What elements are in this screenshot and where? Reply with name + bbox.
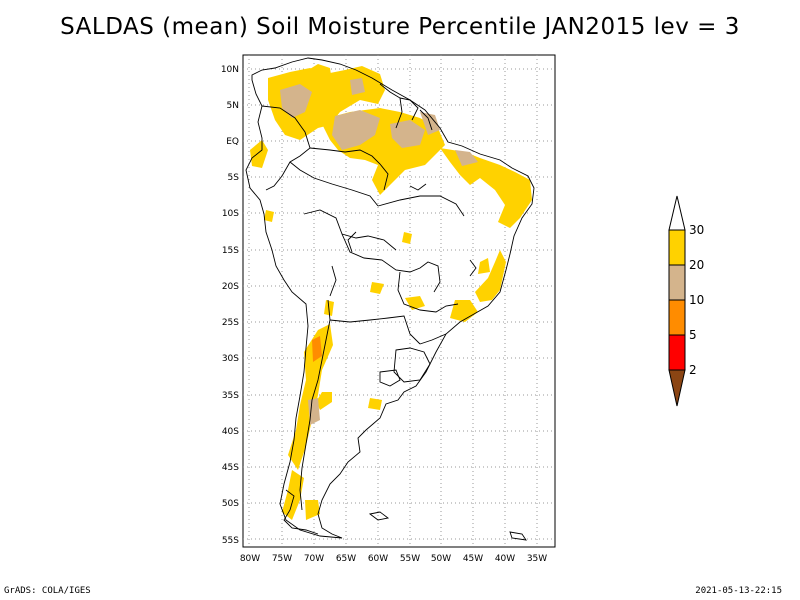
footer-timestamp: 2021-05-13-22:15: [695, 586, 782, 596]
lon-tick-label: 40W: [495, 554, 515, 564]
lat-tick-label: 40S: [222, 427, 239, 437]
lon-tick-label: 80W: [240, 554, 260, 564]
map-frame: [242, 54, 556, 548]
colorbar-label: 20: [689, 258, 704, 272]
lon-tick-label: 75W: [272, 554, 292, 564]
lon-tick-label: 60W: [368, 554, 388, 564]
lat-tick-label: EQ: [226, 137, 239, 147]
coastline-borders: [245, 57, 535, 541]
lat-tick-label: 30S: [222, 354, 239, 364]
colorbar-20-30: [668, 229, 686, 266]
colorbar-5-10: [668, 299, 686, 336]
colorbar-label: 2: [689, 363, 697, 377]
lat-tick-label: 55S: [222, 536, 239, 546]
lat-tick-label: 5S: [228, 173, 240, 183]
lat-tick-labels: 10N 5N EQ 5S 10S 15S 20S 25S 30S 35S 40S…: [221, 65, 239, 546]
lat-tick-label: 5N: [227, 101, 239, 111]
lat-tick-label: 20S: [222, 282, 239, 292]
lon-tick-label: 45W: [463, 554, 483, 564]
footer-credit: GrADS: COLA/IGES: [4, 586, 91, 596]
lat-tick-label: 10S: [222, 209, 239, 219]
lat-tick-label: 15S: [222, 246, 239, 256]
lat-tick-label: 10N: [221, 65, 239, 75]
colorbar-label: 5: [689, 328, 697, 342]
colorbar-label: 30: [689, 223, 704, 237]
lon-tick-labels: 80W 75W 70W 65W 60W 55W 50W 45W 40W 35W: [240, 554, 547, 564]
lon-tick-label: 65W: [336, 554, 356, 564]
shading-5-10: [312, 336, 322, 362]
lat-tick-label: 25S: [222, 318, 239, 328]
colorbar-labels: 30 20 10 5 2: [689, 223, 704, 377]
colorbar-10-20: [668, 264, 686, 301]
lat-tick-label: 50S: [222, 499, 239, 509]
south-america-coastline: [245, 57, 535, 539]
lon-tick-label: 70W: [304, 554, 324, 564]
colorbar-above-30: [668, 195, 686, 231]
lat-tick-label: 45S: [222, 463, 239, 473]
lon-tick-label: 50W: [431, 554, 451, 564]
lon-tick-label: 35W: [527, 554, 547, 564]
colorbar-2-5: [668, 334, 686, 371]
shading-10-20: [280, 78, 478, 425]
lon-tick-label: 55W: [400, 554, 420, 564]
colorbar-label: 10: [689, 293, 704, 307]
colorbar: [668, 195, 686, 407]
colorbar-below-2: [668, 369, 686, 407]
lat-tick-label: 35S: [222, 391, 239, 401]
map-title: SALDAS (mean) Soil Moisture Percentile J…: [60, 14, 740, 40]
